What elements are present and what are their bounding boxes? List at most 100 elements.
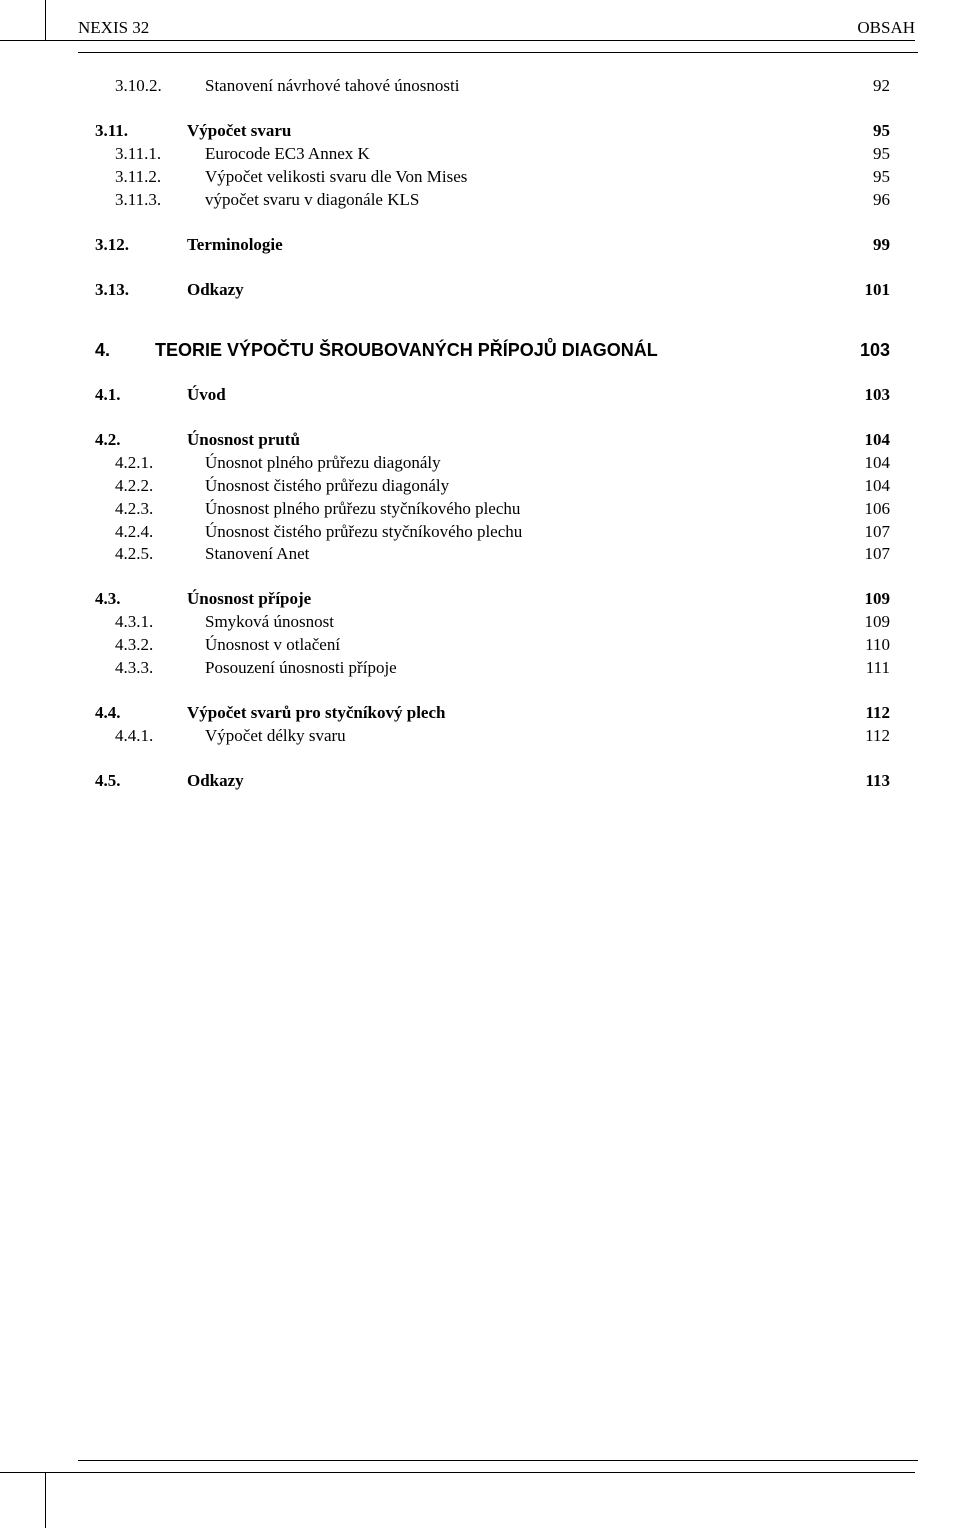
spacer [95, 748, 890, 770]
toc-page: 103 [850, 338, 890, 362]
toc-page: 95 [850, 166, 890, 189]
toc-num: 3.11.1. [115, 143, 205, 166]
toc-title: výpočet svaru v diagonále KLS [205, 189, 419, 212]
toc-row: 4.4.1. Výpočet délky svaru 112 [95, 725, 890, 748]
toc-num: 4.3.1. [115, 611, 205, 634]
spacer [95, 98, 890, 120]
toc-num: 3.12. [95, 234, 187, 257]
toc-title: Únosnost plného průřezu styčníkového ple… [205, 498, 520, 521]
toc-page: 106 [850, 498, 890, 521]
toc-row: 3.10.2. Stanovení návrhové tahové únosno… [95, 75, 890, 98]
toc-num: 4.2.1. [115, 452, 205, 475]
toc-num: 4.2.4. [115, 521, 205, 544]
rule-vertical-top [45, 0, 46, 40]
toc-title: Únosnost prutů [187, 429, 300, 452]
toc-num: 4.5. [95, 770, 187, 793]
toc-title: Výpočet svarů pro styčníkový plech [187, 702, 445, 725]
toc-page: 99 [850, 234, 890, 257]
toc-row: 4.3. Únosnost přípoje 109 [95, 588, 890, 611]
toc-row: 4.3.2. Únosnost v otlačení 110 [95, 634, 890, 657]
toc-page: 104 [850, 475, 890, 498]
toc-title: Únosnost přípoje [187, 588, 311, 611]
toc-page: 104 [850, 452, 890, 475]
toc-page: 107 [850, 543, 890, 566]
toc-row: 4.2. Únosnost prutů 104 [95, 429, 890, 452]
toc-page: 96 [850, 189, 890, 212]
toc-page: 107 [850, 521, 890, 544]
rule-vertical-bottom [45, 1472, 46, 1528]
toc-row: 4.3.3. Posouzení únosnosti přípoje 111 [95, 657, 890, 680]
toc-page: 110 [850, 634, 890, 657]
rule-horizontal-bottom-inner [78, 1460, 918, 1461]
toc-chapter: 4. TEORIE VÝPOČTU ŠROUBOVANÝCH PŘÍPOJŮ D… [95, 338, 890, 362]
toc-title: Únosnost v otlačení [205, 634, 340, 657]
toc-title: Smyková únosnost [205, 611, 334, 634]
toc-page: 111 [850, 657, 890, 680]
toc-num: 4.2.2. [115, 475, 205, 498]
toc-num: 4.3. [95, 588, 187, 611]
toc-title: Výpočet svaru [187, 120, 291, 143]
toc-page: 101 [850, 279, 890, 302]
spacer [95, 302, 890, 338]
toc-title: Úvod [187, 384, 226, 407]
toc-num: 4.2.3. [115, 498, 205, 521]
toc-row: 3.11. Výpočet svaru 95 [95, 120, 890, 143]
toc-row: 4.2.1. Únosnot plného průřezu diagonály … [95, 452, 890, 475]
toc-row: 4.5. Odkazy 113 [95, 770, 890, 793]
toc-title: Únosnot plného průřezu diagonály [205, 452, 441, 475]
header-left: NEXIS 32 [78, 18, 149, 38]
toc-page: 112 [850, 702, 890, 725]
toc-title: Výpočet velikosti svaru dle Von Mises [205, 166, 467, 189]
toc-page: 95 [850, 120, 890, 143]
toc-title: Eurocode EC3 Annex K [205, 143, 370, 166]
toc-title: Odkazy [187, 279, 244, 302]
toc-row: 3.13. Odkazy 101 [95, 279, 890, 302]
toc-title: Únosnost čistého průřezu styčníkového pl… [205, 521, 522, 544]
toc-row: 3.11.3. výpočet svaru v diagonále KLS 96 [95, 189, 890, 212]
toc-page: 92 [850, 75, 890, 98]
toc-title: Únosnost čistého průřezu diagonály [205, 475, 449, 498]
toc-page: 104 [850, 429, 890, 452]
toc-num: 4.2. [95, 429, 187, 452]
toc-num: 4.4. [95, 702, 187, 725]
toc-content: 3.10.2. Stanovení návrhové tahové únosno… [95, 75, 890, 793]
toc-num: 3.10.2. [115, 75, 205, 98]
toc-row: 4.3.1. Smyková únosnost 109 [95, 611, 890, 634]
toc-title: Stanovení návrhové tahové únosnosti [205, 75, 460, 98]
toc-page: 103 [850, 384, 890, 407]
toc-page: 95 [850, 143, 890, 166]
spacer [95, 212, 890, 234]
page-header: NEXIS 32 OBSAH [78, 18, 915, 38]
toc-page: 112 [850, 725, 890, 748]
toc-num: 3.11.3. [115, 189, 205, 212]
toc-num: 4.1. [95, 384, 187, 407]
toc-num: 4. [95, 338, 155, 362]
toc-num: 4.4.1. [115, 725, 205, 748]
toc-num: 3.11. [95, 120, 187, 143]
toc-num: 4.3.3. [115, 657, 205, 680]
toc-page: 113 [850, 770, 890, 793]
toc-page: 109 [850, 611, 890, 634]
rule-under-header [78, 52, 918, 53]
toc-title: Posouzení únosnosti přípoje [205, 657, 397, 680]
page: NEXIS 32 OBSAH 3.10.2. Stanovení návrhov… [0, 0, 960, 1528]
toc-title: Terminologie [187, 234, 283, 257]
spacer [95, 680, 890, 702]
spacer [95, 407, 890, 429]
toc-row: 4.1. Úvod 103 [95, 384, 890, 407]
toc-page: 109 [850, 588, 890, 611]
toc-title: Odkazy [187, 770, 244, 793]
spacer [95, 566, 890, 588]
spacer [95, 362, 890, 384]
header-right: OBSAH [857, 18, 915, 38]
toc-row: 4.2.2. Únosnost čistého průřezu diagonál… [95, 475, 890, 498]
rule-horizontal-bottom-outer [0, 1472, 915, 1473]
spacer [95, 257, 890, 279]
toc-num: 3.13. [95, 279, 187, 302]
toc-row: 4.4. Výpočet svarů pro styčníkový plech … [95, 702, 890, 725]
rule-horizontal-top [0, 40, 915, 41]
toc-row: 3.11.1. Eurocode EC3 Annex K 95 [95, 143, 890, 166]
toc-num: 4.3.2. [115, 634, 205, 657]
toc-title: Výpočet délky svaru [205, 725, 346, 748]
toc-title: TEORIE VÝPOČTU ŠROUBOVANÝCH PŘÍPOJŮ DIAG… [155, 338, 658, 362]
